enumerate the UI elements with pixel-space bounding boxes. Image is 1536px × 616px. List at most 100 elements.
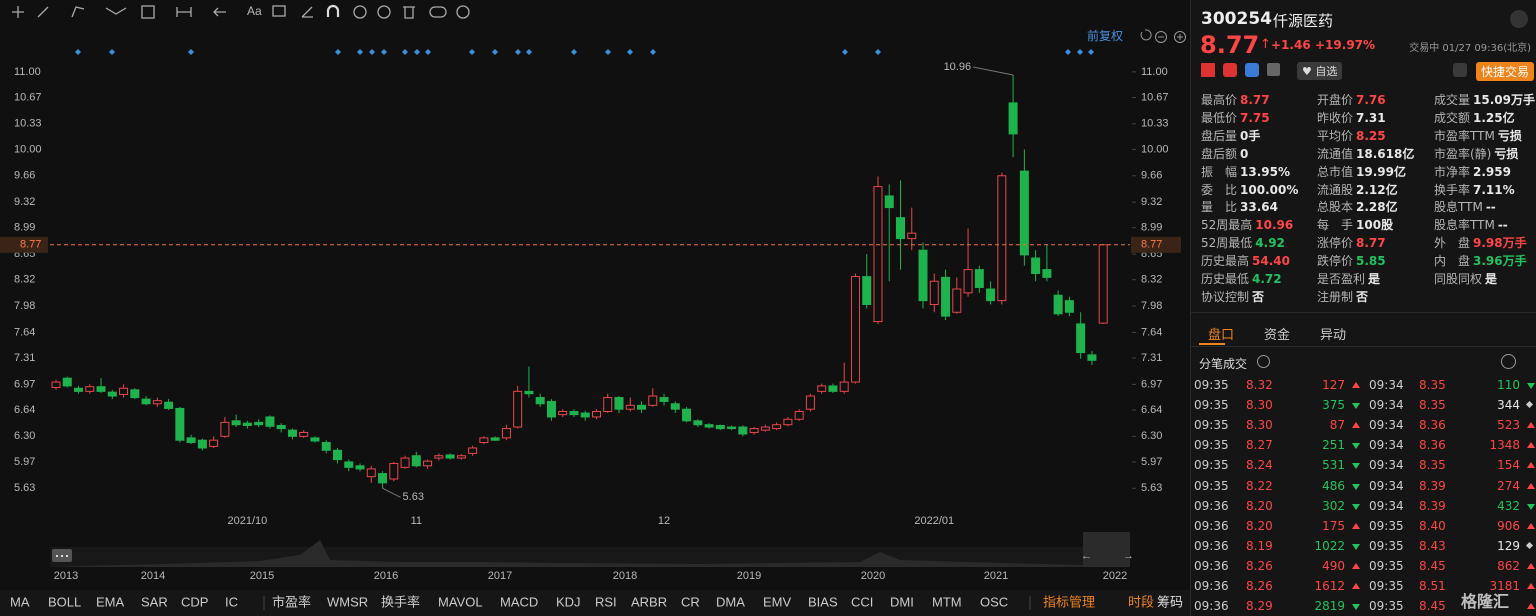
zoom-in[interactable] xyxy=(1174,31,1186,43)
reset-button[interactable] xyxy=(1140,29,1152,41)
side-icon xyxy=(1527,482,1535,489)
indicator-tab[interactable]: CCI xyxy=(851,594,873,609)
trade-time: 09:35 xyxy=(1369,518,1404,533)
y-tick-label-right: 7.98 xyxy=(1141,300,1162,312)
last-price-label-right: 8.77 xyxy=(1141,239,1162,251)
hide-tool[interactable] xyxy=(353,5,367,19)
stat-value: 19.99亿 xyxy=(1356,164,1406,179)
alert-button[interactable] xyxy=(1453,63,1467,77)
navigator-window[interactable] xyxy=(1083,532,1130,567)
candle-body xyxy=(479,437,489,444)
extra-tab[interactable]: 筹码 xyxy=(1157,594,1183,609)
stat-label: 盘后额 xyxy=(1201,146,1238,161)
stat-value: 5.85 xyxy=(1356,254,1386,269)
delete-tool[interactable] xyxy=(403,6,415,19)
indicator-tab[interactable]: RSI xyxy=(595,594,617,609)
comment-tool[interactable] xyxy=(272,5,286,17)
trade-time: 09:35 xyxy=(1194,378,1229,392)
indicator-tab[interactable]: IC xyxy=(225,594,238,609)
move-tool[interactable] xyxy=(12,6,24,18)
chart-tool[interactable] xyxy=(141,5,155,19)
low-label: 5.63 xyxy=(403,491,424,503)
trade-volume: 110 xyxy=(1497,378,1520,392)
indicator-tab[interactable]: DMA xyxy=(716,594,745,609)
candle-body xyxy=(220,421,230,437)
indicator-tab[interactable]: BOLL xyxy=(48,594,81,609)
candle-body xyxy=(130,389,140,399)
indicator-tab[interactable]: MAVOL xyxy=(438,594,483,609)
link-tool[interactable] xyxy=(429,6,447,18)
indicator-tab[interactable]: DMI xyxy=(890,594,914,609)
trade-volume: 523 xyxy=(1497,418,1520,433)
stat-label: 历史最高 xyxy=(1201,254,1250,269)
trade-time: 09:36 xyxy=(1194,518,1229,533)
indicator-tab[interactable]: 换手率 xyxy=(381,594,420,609)
candle-body xyxy=(62,377,72,387)
stock-name: 仟源医药 xyxy=(1273,12,1334,30)
indicator-tab[interactable]: CDP xyxy=(181,594,208,609)
indicator-tab[interactable]: CR xyxy=(681,594,700,609)
y-tick-label-right: 9.66 xyxy=(1141,170,1162,182)
candle-body xyxy=(963,269,973,294)
indicator-tab[interactable]: WMSR xyxy=(327,594,368,609)
indicator-tab[interactable]: KDJ xyxy=(556,594,581,609)
stat-label: 市盈率TTM xyxy=(1434,128,1495,143)
side-icon xyxy=(1525,541,1534,549)
stat: 成交量 15.09万手 xyxy=(1434,91,1535,108)
range-tool[interactable] xyxy=(176,7,192,17)
stat: 同股同权是 xyxy=(1434,270,1497,287)
trade-time: 09:36 xyxy=(1194,579,1229,593)
stat-label: 每 手 xyxy=(1317,218,1354,233)
font-tool[interactable]: Aa xyxy=(247,4,262,18)
wave-tool[interactable] xyxy=(105,7,127,15)
quick-trade-button[interactable]: 快捷交易 xyxy=(1476,62,1535,81)
watch-button[interactable]: ♥ 自选 xyxy=(1297,62,1343,80)
settings-tool[interactable] xyxy=(456,5,470,19)
lock-tool[interactable] xyxy=(377,5,391,19)
line-tool[interactable] xyxy=(37,6,49,18)
tab[interactable]: 资金 xyxy=(1264,328,1291,343)
trade-price: 8.20 xyxy=(1246,518,1273,533)
trade-price: 8.30 xyxy=(1246,418,1273,433)
side-icon xyxy=(1352,422,1360,429)
indicator-tab[interactable]: MA xyxy=(10,594,30,609)
indicator-tab[interactable]: MACD xyxy=(500,594,538,609)
candle-body xyxy=(569,411,579,416)
poly-tool[interactable] xyxy=(71,6,85,18)
indicator-tab[interactable]: BIAS xyxy=(808,594,838,609)
extra-tab[interactable]: 时段 xyxy=(1128,594,1154,609)
undo-tool[interactable] xyxy=(213,7,226,17)
trade-time: 09:35 xyxy=(1194,438,1229,453)
indicator-tab[interactable]: MTM xyxy=(932,594,962,609)
zoom-out[interactable] xyxy=(1155,31,1167,43)
indicator-manage[interactable]: 指标管理 xyxy=(1043,594,1095,609)
indicator-tab[interactable]: EMV xyxy=(763,594,792,609)
candle-body xyxy=(321,442,331,451)
indicator-tab[interactable]: EMA xyxy=(96,594,125,609)
candle-body xyxy=(1031,257,1041,274)
magnet-tool[interactable] xyxy=(326,4,340,17)
tab[interactable]: 盘口 xyxy=(1208,328,1235,343)
candle-body xyxy=(749,428,759,433)
y-tick-label: 11.00 xyxy=(14,66,41,78)
watch-label: 自选 xyxy=(1315,65,1338,78)
adjust-button[interactable]: 前复权 xyxy=(1087,28,1123,43)
indicator-tab[interactable]: SAR xyxy=(141,594,168,609)
plot xyxy=(51,74,1108,489)
candle-body xyxy=(310,437,320,442)
stat-label: 振 幅 xyxy=(1201,164,1238,179)
more-button[interactable] xyxy=(1510,10,1528,28)
stock-code: 300254 xyxy=(1201,9,1272,29)
options-icon[interactable] xyxy=(1501,354,1516,369)
badge-note xyxy=(1267,63,1280,76)
indicator-tab[interactable]: ARBR xyxy=(631,594,667,609)
angle-tool[interactable] xyxy=(301,6,313,18)
info-icon[interactable] xyxy=(1257,355,1270,368)
y-tick-label: 6.64 xyxy=(14,404,35,416)
quote-panel: 300254 仟源医药 8.77 ↑ +1.46 +19.97% 交易中 01/… xyxy=(1190,0,1536,616)
stat: 成交额 1.25亿 xyxy=(1434,109,1515,126)
tab[interactable]: 异动 xyxy=(1320,328,1347,343)
indicator-tab[interactable]: 市盈率 xyxy=(272,594,311,609)
indicator-tab[interactable]: OSC xyxy=(980,594,1008,609)
stat-label: 开盘价 xyxy=(1317,93,1354,107)
